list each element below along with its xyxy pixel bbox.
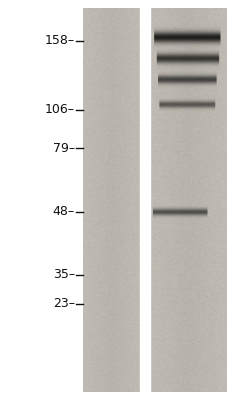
Text: 23–: 23– (53, 297, 75, 310)
Text: 35–: 35– (53, 268, 75, 281)
Text: 79–: 79– (53, 142, 75, 155)
Text: 158–: 158– (45, 34, 75, 47)
Text: 48–: 48– (53, 205, 75, 218)
Text: 106–: 106– (45, 103, 75, 116)
